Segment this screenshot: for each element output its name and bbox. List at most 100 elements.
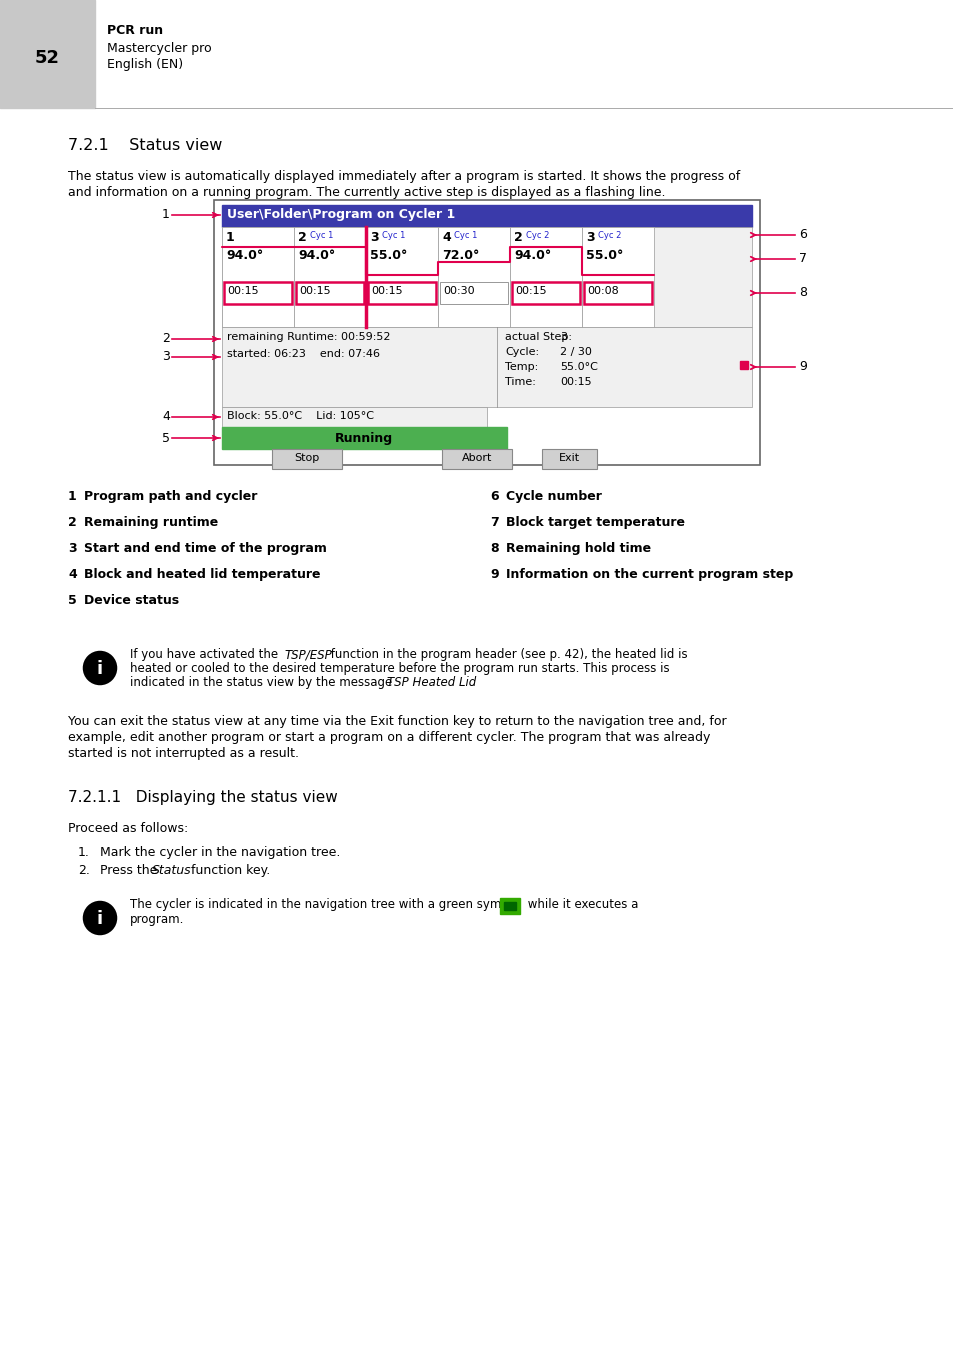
Bar <box>222 327 751 406</box>
Text: 8: 8 <box>490 541 498 555</box>
Text: Program path and cycler: Program path and cycler <box>84 490 257 504</box>
Text: Proceed as follows:: Proceed as follows: <box>68 822 188 836</box>
Bar <box>213 200 760 464</box>
Text: function in the program header (see p. 42), the heated lid is: function in the program header (see p. 4… <box>327 648 687 662</box>
Text: actual Step:: actual Step: <box>504 332 572 342</box>
Text: 2: 2 <box>162 332 170 346</box>
Text: 6: 6 <box>490 490 498 504</box>
Bar <box>512 282 579 304</box>
Bar <box>583 282 651 304</box>
Bar <box>222 205 751 227</box>
Bar <box>441 450 512 468</box>
Circle shape <box>84 652 116 684</box>
Text: example, edit another program or start a program on a different cycler. The prog: example, edit another program or start a… <box>68 730 710 744</box>
Text: Cycle number: Cycle number <box>505 490 601 504</box>
Text: Remaining runtime: Remaining runtime <box>84 516 218 529</box>
Text: 4: 4 <box>162 410 170 424</box>
Text: 7.2.1.1   Displaying the status view: 7.2.1.1 Displaying the status view <box>68 790 337 805</box>
Text: English (EN): English (EN) <box>107 58 183 72</box>
Text: Information on the current program step: Information on the current program step <box>505 568 792 580</box>
Text: 94.0°: 94.0° <box>226 248 263 262</box>
Bar <box>0 0 95 108</box>
Text: started is not interrupted as a result.: started is not interrupted as a result. <box>68 747 298 760</box>
Text: 2: 2 <box>297 231 307 244</box>
Text: TSP Heated Lid: TSP Heated Lid <box>387 676 476 688</box>
Text: 9: 9 <box>490 568 498 580</box>
Bar <box>222 406 486 427</box>
Text: Cyc 2: Cyc 2 <box>525 231 549 240</box>
Bar <box>222 227 751 327</box>
Text: 5: 5 <box>162 432 170 444</box>
Text: 72.0°: 72.0° <box>441 248 478 262</box>
Text: Stop: Stop <box>294 454 319 463</box>
Text: 7: 7 <box>490 516 498 529</box>
Bar <box>224 282 292 304</box>
Text: remaining Runtime: 00:59:52: remaining Runtime: 00:59:52 <box>227 332 390 342</box>
Bar <box>541 450 597 468</box>
Text: 4: 4 <box>441 231 450 244</box>
Text: Exit: Exit <box>558 454 579 463</box>
Bar <box>439 282 507 304</box>
Text: 00:15: 00:15 <box>559 377 591 387</box>
Bar <box>499 898 519 914</box>
Text: 2.: 2. <box>78 864 90 878</box>
Text: 00:15: 00:15 <box>515 286 546 296</box>
Text: 2: 2 <box>68 516 76 529</box>
Text: 9: 9 <box>799 360 806 374</box>
Text: 5: 5 <box>68 594 76 608</box>
Text: Cyc 1: Cyc 1 <box>381 231 405 240</box>
Bar <box>366 227 437 327</box>
Text: Cyc 1: Cyc 1 <box>454 231 476 240</box>
Text: Press the: Press the <box>100 864 161 878</box>
Text: 1: 1 <box>226 231 234 244</box>
Bar <box>222 427 506 450</box>
Text: Mastercycler pro: Mastercycler pro <box>107 42 212 55</box>
Text: Block: 55.0°C    Lid: 105°C: Block: 55.0°C Lid: 105°C <box>227 410 374 421</box>
Text: function key.: function key. <box>187 864 270 878</box>
Text: i: i <box>97 660 103 678</box>
Text: Cyc 2: Cyc 2 <box>598 231 620 240</box>
Bar <box>503 902 516 910</box>
Text: Time:: Time: <box>504 377 536 387</box>
Text: 2: 2 <box>514 231 522 244</box>
Text: and information on a running program. The currently active step is displayed as : and information on a running program. Th… <box>68 186 665 198</box>
Text: User\Folder\Program on Cycler 1: User\Folder\Program on Cycler 1 <box>227 208 455 221</box>
Text: 4: 4 <box>68 568 76 580</box>
Text: 00:15: 00:15 <box>371 286 402 296</box>
Text: 6: 6 <box>799 228 806 242</box>
Text: 1: 1 <box>68 490 76 504</box>
Text: Block target temperature: Block target temperature <box>505 516 684 529</box>
Text: .: . <box>470 676 474 688</box>
Text: TSP/ESP: TSP/ESP <box>285 648 333 662</box>
Text: The status view is automatically displayed immediately after a program is starte: The status view is automatically display… <box>68 170 740 184</box>
Bar <box>294 227 366 327</box>
Bar <box>437 227 510 327</box>
Text: 00:15: 00:15 <box>298 286 331 296</box>
Text: 55.0°C: 55.0°C <box>559 362 598 373</box>
Text: 7.2.1    Status view: 7.2.1 Status view <box>68 138 222 153</box>
Text: Temp:: Temp: <box>504 362 537 373</box>
Text: 52: 52 <box>34 49 59 68</box>
Bar <box>295 282 364 304</box>
Circle shape <box>84 902 116 934</box>
Text: 3: 3 <box>68 541 76 555</box>
Text: Mark the cycler in the navigation tree.: Mark the cycler in the navigation tree. <box>100 846 340 859</box>
Text: 00:15: 00:15 <box>227 286 258 296</box>
Text: 7: 7 <box>799 252 806 266</box>
Text: Remaining hold time: Remaining hold time <box>505 541 651 555</box>
Text: Cyc 1: Cyc 1 <box>310 231 333 240</box>
Text: Abort: Abort <box>461 454 492 463</box>
Bar <box>272 450 341 468</box>
Bar <box>581 227 654 327</box>
Text: Status: Status <box>152 864 192 878</box>
Bar <box>740 360 747 369</box>
Text: 3: 3 <box>559 332 566 342</box>
Text: PCR run: PCR run <box>107 24 163 36</box>
Text: The cycler is indicated in the navigation tree with a green symbol: The cycler is indicated in the navigatio… <box>130 898 518 911</box>
Text: 00:30: 00:30 <box>442 286 475 296</box>
Text: 55.0°: 55.0° <box>370 248 407 262</box>
Text: 1.: 1. <box>78 846 90 859</box>
Text: Device status: Device status <box>84 594 179 608</box>
Text: Cycle:: Cycle: <box>504 347 538 356</box>
Text: Block and heated lid temperature: Block and heated lid temperature <box>84 568 320 580</box>
